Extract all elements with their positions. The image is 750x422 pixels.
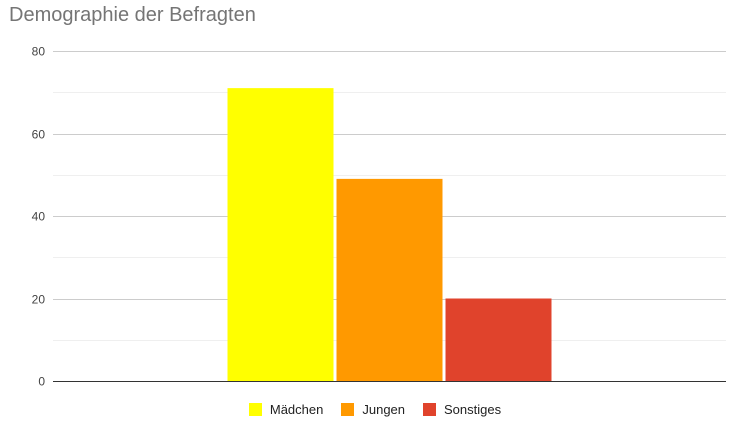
legend-label: Mädchen [269, 402, 324, 417]
legend-item: Sonstiges [423, 402, 501, 417]
y-tick-label: 40 [32, 210, 46, 224]
legend-item: Jungen [341, 402, 405, 417]
legend-swatch [423, 403, 437, 416]
legend-label: Jungen [362, 402, 406, 417]
y-tick-label: 0 [38, 375, 45, 389]
y-tick-label: 20 [32, 293, 46, 307]
bar-mädchen [227, 88, 334, 381]
bar-sonstiges [445, 298, 552, 381]
legend-item: Mädchen [248, 402, 324, 417]
legend-label: Sonstiges [444, 402, 502, 417]
bar-jungen [336, 178, 443, 381]
y-tick-label: 60 [32, 128, 46, 142]
y-tick-label: 80 [32, 45, 46, 59]
legend-swatch [248, 403, 262, 416]
chart-title: Demographie der Befragten [9, 4, 256, 26]
legend: Mädchen Jungen Sonstiges [0, 402, 750, 417]
legend-swatch [341, 403, 355, 416]
